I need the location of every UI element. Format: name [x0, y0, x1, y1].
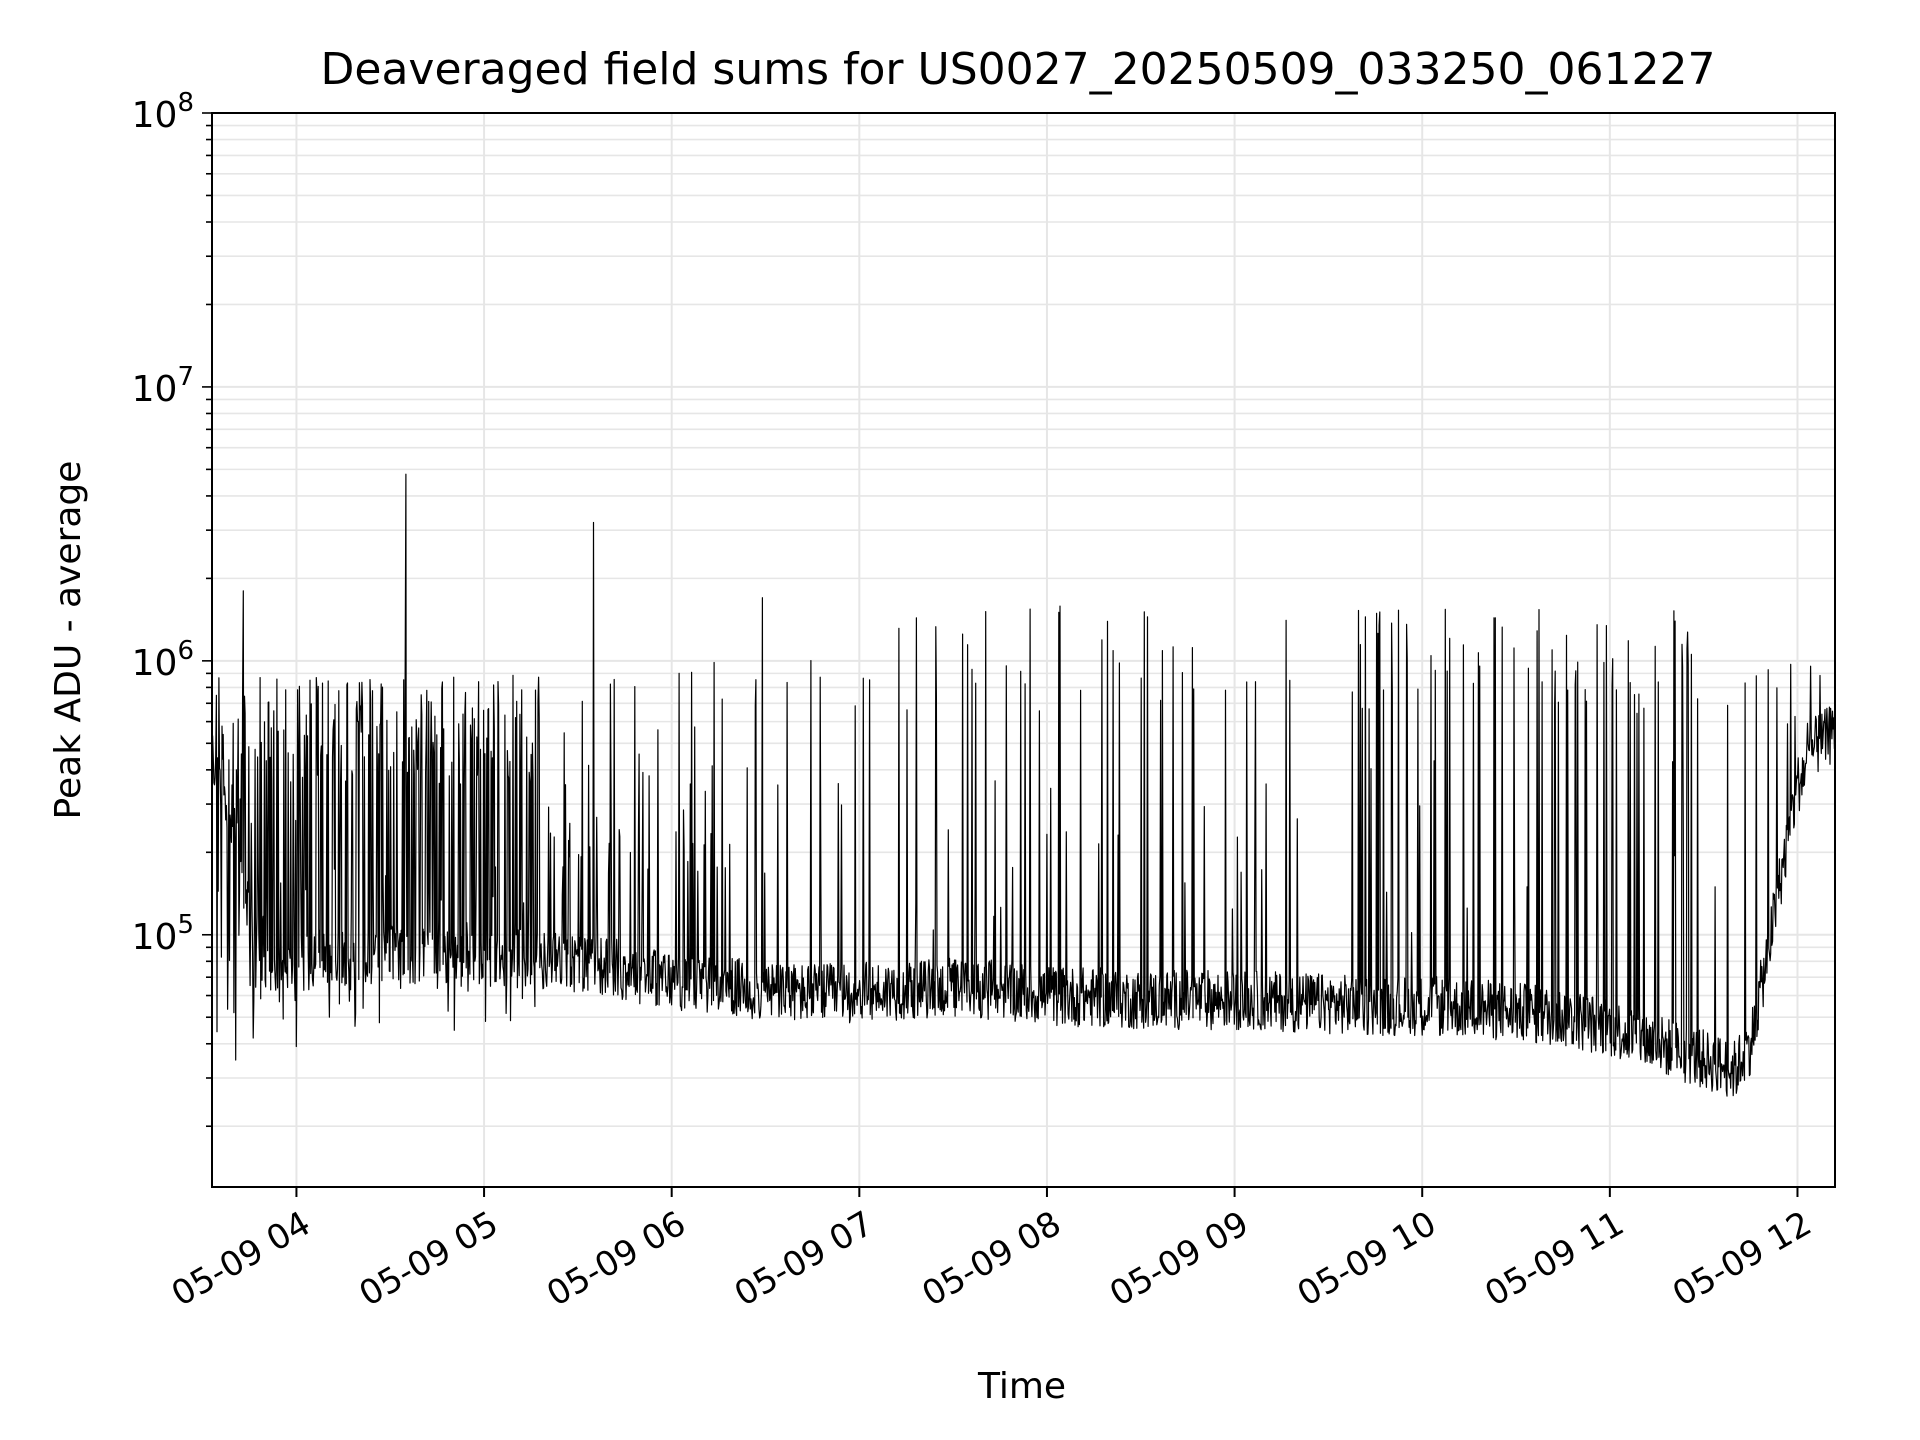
y-tick-label: 105: [132, 910, 194, 958]
x-axis-label: Time: [977, 1366, 1066, 1407]
chart-title: Deaveraged field sums for US0027_2025050…: [321, 44, 1716, 95]
plot-frame: [211, 112, 1836, 1188]
y-tick-label: 106: [132, 636, 194, 684]
y-axis-label: Peak ADU - average: [48, 461, 89, 820]
y-tick-label: 108: [132, 88, 194, 136]
y-axis: 105 106 107 108: [132, 88, 212, 1128]
y-tick-label: 107: [132, 362, 194, 410]
plot-area: [212, 473, 1835, 1097]
data-series-line: [212, 473, 1835, 1097]
